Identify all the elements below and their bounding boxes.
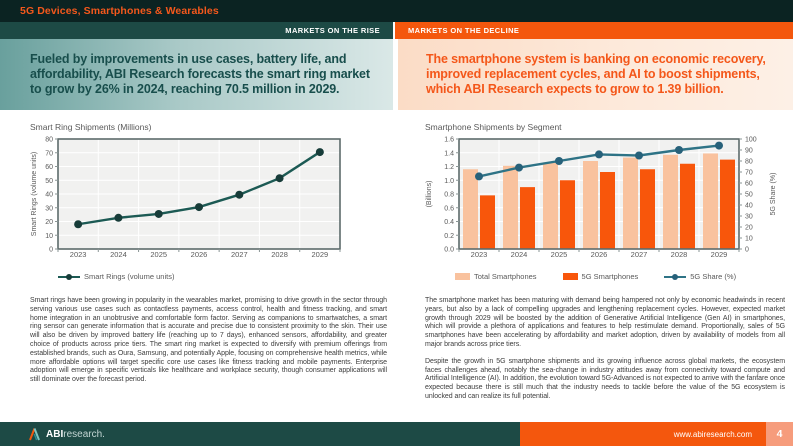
smartphone-chart-wrap: 0.0 0.2 0.4 0.6 0.8 1.0 1.2 1.4 1.6 0 10 20 30 40 50 60… xyxy=(425,133,785,270)
svg-text:5G Share (%): 5G Share (%) xyxy=(770,173,777,216)
smart-ring-body-text: Smart rings have been growing in popular… xyxy=(30,297,387,384)
svg-text:40: 40 xyxy=(45,192,53,199)
svg-text:0.8: 0.8 xyxy=(444,192,454,199)
panel-divider xyxy=(393,39,398,110)
svg-text:(Billions): (Billions) xyxy=(426,181,433,208)
svg-text:2026: 2026 xyxy=(191,250,208,259)
smart-ring-chart: 0 10 20 30 40 50 60 70 80 2023 2024 2025 2026 2027 202… xyxy=(31,137,341,259)
svg-text:100: 100 xyxy=(745,137,757,144)
smartphone-column: Smartphone Shipments by Segment 0.0 0.2 0.… xyxy=(393,110,793,402)
svg-text:80: 80 xyxy=(45,137,53,144)
footer-bar: ABIresearch. www.abiresearch.com 4 xyxy=(0,422,793,446)
svg-text:0: 0 xyxy=(745,247,749,254)
page-number: 4 xyxy=(766,422,793,446)
abi-logo-text: ABIresearch. xyxy=(46,429,105,440)
legend-total-smartphones: Total Smartphones xyxy=(455,272,537,281)
smartphone-chart-title: Smartphone Shipments by Segment xyxy=(425,122,562,132)
footer-right: www.abiresearch.com 4 xyxy=(520,422,793,446)
tab-rise-label: MARKETS ON THE RISE xyxy=(285,26,380,35)
smartphone-headline: The smartphone system is banking on econ… xyxy=(426,52,766,96)
legend-label: 5G Share (%) xyxy=(690,272,737,281)
svg-text:40: 40 xyxy=(745,203,753,210)
page-title: 5G Devices, Smartphones & Wearables xyxy=(20,5,219,17)
legend-swatch-line xyxy=(58,273,80,280)
legend-label: 5G Smartphones xyxy=(581,272,639,281)
tab-markets-on-the-decline[interactable]: MARKETS ON THE DECLINE xyxy=(395,22,793,39)
svg-text:1.0: 1.0 xyxy=(444,178,454,185)
svg-text:70: 70 xyxy=(45,150,53,157)
legend-5g-share: 5G Share (%) xyxy=(664,272,736,281)
svg-text:20: 20 xyxy=(745,225,753,232)
svg-text:2025: 2025 xyxy=(551,250,568,259)
svg-text:80: 80 xyxy=(745,159,753,166)
svg-text:2027: 2027 xyxy=(631,250,648,259)
svg-text:2028: 2028 xyxy=(671,250,688,259)
smart-ring-column: Smart Ring Shipments (Millions) 0 10 20 30 4… xyxy=(0,110,393,402)
legend-5g-smartphones: 5G Smartphones xyxy=(562,272,639,281)
svg-text:2024: 2024 xyxy=(511,250,528,259)
smartphone-headline-panel: The smartphone system is banking on econ… xyxy=(398,39,793,110)
svg-text:30: 30 xyxy=(745,214,753,221)
smart-ring-headline: Fueled by improvements in use cases, bat… xyxy=(30,52,370,96)
legend-smart-rings-volume-units: Smart Rings (volume units) xyxy=(58,272,174,281)
main-content: Smart Ring Shipments (Millions) 0 10 20 30 4… xyxy=(0,110,793,402)
legend-label: Smart Rings (volume units) xyxy=(84,272,175,281)
svg-text:60: 60 xyxy=(745,181,753,188)
svg-text:2025: 2025 xyxy=(150,250,167,259)
logo-abi: ABI xyxy=(46,428,64,440)
abi-logo-icon xyxy=(29,428,40,441)
smartphone-body-text-2: Despite the growth in 5G smartphone ship… xyxy=(425,357,785,400)
smart-ring-chart-wrap: 0 10 20 30 40 50 60 70 80 2023 2024 2025 2026 2027 202… xyxy=(30,133,393,270)
svg-text:1.2: 1.2 xyxy=(444,164,454,171)
svg-text:10: 10 xyxy=(745,236,753,243)
tab-decline-label: MARKETS ON THE DECLINE xyxy=(408,26,520,35)
svg-text:2029: 2029 xyxy=(711,250,728,259)
svg-text:60: 60 xyxy=(45,164,53,171)
svg-text:0.6: 0.6 xyxy=(444,205,454,212)
svg-text:0.2: 0.2 xyxy=(444,233,454,240)
smartphone-legend: Total Smartphones 5G Smartphones 5G Share … xyxy=(455,272,785,281)
svg-text:2029: 2029 xyxy=(312,250,329,259)
legend-swatch-line xyxy=(664,273,687,280)
svg-text:2027: 2027 xyxy=(231,250,248,259)
svg-text:10: 10 xyxy=(45,233,53,240)
svg-text:70: 70 xyxy=(745,170,753,177)
svg-text:30: 30 xyxy=(45,205,53,212)
svg-text:20: 20 xyxy=(45,219,53,226)
smart-ring-chart-title: Smart Ring Shipments (Millions) xyxy=(30,122,152,132)
svg-text:0.0: 0.0 xyxy=(444,247,454,254)
headline-panels: Fueled by improvements in use cases, bat… xyxy=(0,39,793,110)
logo-research: research. xyxy=(63,428,105,440)
footer-left: ABIresearch. xyxy=(0,422,520,446)
svg-text:2023: 2023 xyxy=(70,250,87,259)
footer-url[interactable]: www.abiresearch.com xyxy=(673,429,752,439)
svg-text:50: 50 xyxy=(745,192,753,199)
svg-text:50: 50 xyxy=(45,178,53,185)
svg-text:90: 90 xyxy=(745,148,753,155)
svg-text:0: 0 xyxy=(49,247,53,254)
legend-swatch-box xyxy=(455,273,470,280)
smartphone-chart: 0.0 0.2 0.4 0.6 0.8 1.0 1.2 1.4 1.6 0 10 20 30 40 50 60… xyxy=(426,137,777,260)
smart-ring-headline-panel: Fueled by improvements in use cases, bat… xyxy=(0,39,393,110)
svg-text:1.6: 1.6 xyxy=(444,137,454,144)
svg-text:1.4: 1.4 xyxy=(444,150,454,157)
svg-text:2026: 2026 xyxy=(591,250,608,259)
legend-label: Total Smartphones xyxy=(474,272,537,281)
smart-ring-legend: Smart Rings (volume units) xyxy=(58,272,393,281)
tab-bar: MARKETS ON THE RISE MARKETS ON THE DECLI… xyxy=(0,22,793,39)
tab-markets-on-the-rise[interactable]: MARKETS ON THE RISE xyxy=(0,22,395,39)
smartphone-body-text-1: The smartphone market has been maturing … xyxy=(425,297,785,348)
svg-text:2028: 2028 xyxy=(271,250,288,259)
svg-text:2024: 2024 xyxy=(110,250,127,259)
svg-text:Smart Rings (volume units): Smart Rings (volume units) xyxy=(31,152,38,236)
svg-text:0.4: 0.4 xyxy=(444,219,454,226)
header-bar: 5G Devices, Smartphones & Wearables xyxy=(0,0,793,22)
svg-text:2023: 2023 xyxy=(471,250,488,259)
legend-swatch-box xyxy=(562,273,578,280)
